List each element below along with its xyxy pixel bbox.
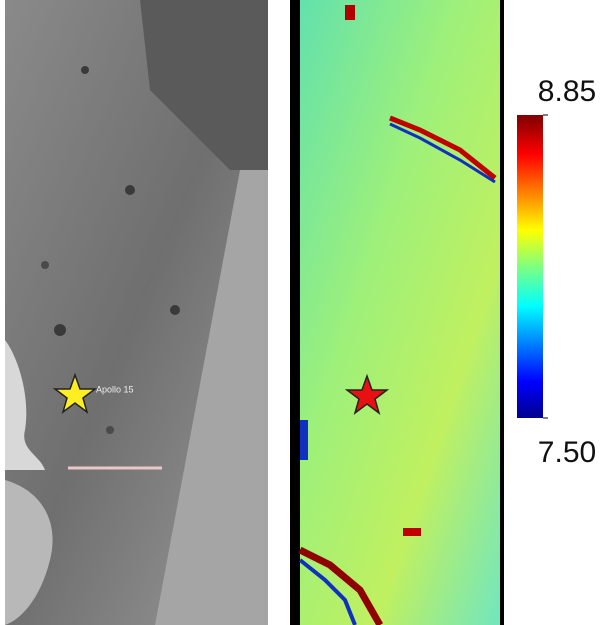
colorbar xyxy=(517,115,543,418)
figure: Apollo 15 7.50 8.85 xyxy=(0,0,611,625)
image-label: Apollo 15 xyxy=(96,384,134,394)
colorbar-tick-label: 8.85 xyxy=(538,75,596,108)
colorbar-tick-label: 7.50 xyxy=(538,436,596,469)
page: {"image_label": "Apollo 15", "colorbar":… xyxy=(0,0,611,625)
lunar-image: Apollo 15 xyxy=(5,0,268,625)
heatmap xyxy=(290,0,504,625)
